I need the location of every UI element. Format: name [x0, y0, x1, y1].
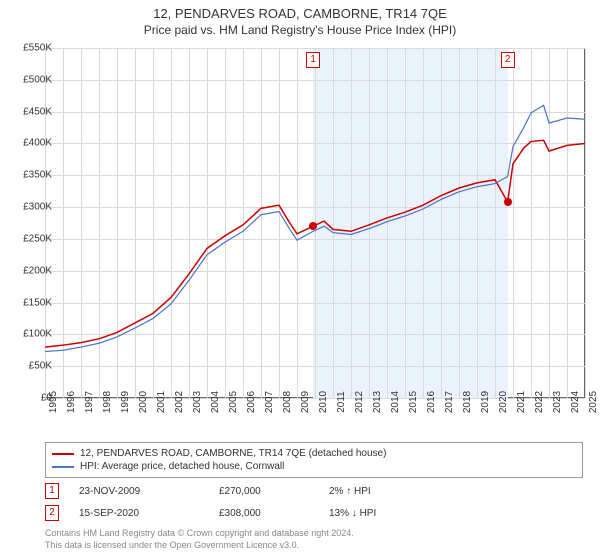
sales-table: 1 23-NOV-2009 £270,000 2% ↑ HPI 2 15-SEP…	[45, 480, 583, 524]
y-tick-label: £200K	[10, 265, 52, 276]
legend-item: HPI: Average price, detached house, Corn…	[52, 460, 576, 473]
y-tick-label: £400K	[10, 138, 52, 149]
footer-line: Contains HM Land Registry data © Crown c…	[45, 528, 354, 540]
sale-dot	[309, 222, 317, 230]
x-tick-label: 2005	[228, 391, 239, 413]
x-tick-label: 2025	[588, 391, 599, 413]
sale-date: 15-SEP-2020	[79, 508, 219, 519]
page-subtitle: Price paid vs. HM Land Registry's House …	[0, 21, 600, 37]
x-tick-label: 2008	[282, 391, 293, 413]
x-tick-label: 2023	[552, 391, 563, 413]
sale-price: £308,000	[219, 508, 329, 519]
y-tick-label: £100K	[10, 329, 52, 340]
x-tick-label: 2015	[408, 391, 419, 413]
x-tick-label: 2001	[156, 391, 167, 413]
page-title: 12, PENDARVES ROAD, CAMBORNE, TR14 7QE	[0, 0, 600, 21]
sale-pct: 13% ↓ HPI	[329, 508, 449, 519]
sale-date: 23-NOV-2009	[79, 486, 219, 497]
sale-dot	[504, 198, 512, 206]
x-tick-label: 2003	[192, 391, 203, 413]
x-tick-label: 2012	[354, 391, 365, 413]
x-tick-label: 2011	[336, 391, 347, 413]
chart-container: 12, PENDARVES ROAD, CAMBORNE, TR14 7QE P…	[0, 0, 600, 560]
x-tick-label: 2006	[246, 391, 257, 413]
x-tick-label: 2002	[174, 391, 185, 413]
legend-swatch	[52, 466, 74, 468]
x-tick-label: 2024	[570, 391, 581, 413]
y-tick-label: £450K	[10, 106, 52, 117]
x-tick-label: 2022	[534, 391, 545, 413]
sale-marker-icon: 1	[45, 483, 59, 499]
legend-swatch	[52, 453, 74, 455]
x-tick-label: 2013	[372, 391, 383, 413]
x-tick-label: 2017	[444, 391, 455, 413]
y-tick-label: £50K	[10, 361, 52, 372]
sale-marker-icon: 2	[45, 505, 59, 521]
x-tick-label: 2004	[210, 391, 221, 413]
legend-label: HPI: Average price, detached house, Corn…	[80, 461, 284, 472]
x-tick-label: 2019	[480, 391, 491, 413]
legend-label: 12, PENDARVES ROAD, CAMBORNE, TR14 7QE (…	[80, 448, 386, 459]
x-tick-label: 2010	[318, 391, 329, 413]
x-tick-label: 2020	[498, 391, 509, 413]
x-tick-label: 2007	[264, 391, 275, 413]
y-tick-label: £300K	[10, 202, 52, 213]
y-tick-label: £150K	[10, 297, 52, 308]
sale-pct: 2% ↑ HPI	[329, 486, 449, 497]
footer-line: This data is licensed under the Open Gov…	[45, 540, 354, 552]
legend: 12, PENDARVES ROAD, CAMBORNE, TR14 7QE (…	[45, 442, 583, 478]
x-tick-label: 2016	[426, 391, 437, 413]
sale-marker-flag: 2	[501, 52, 515, 68]
x-tick-label: 1995	[48, 391, 59, 413]
y-tick-label: £550K	[10, 43, 52, 54]
sale-price: £270,000	[219, 486, 329, 497]
x-tick-label: 2014	[390, 391, 401, 413]
x-tick-label: 1996	[66, 391, 77, 413]
chart-area: 12	[45, 48, 585, 398]
y-tick-label: £500K	[10, 74, 52, 85]
x-tick-label: 2021	[516, 391, 527, 413]
x-tick-label: 1997	[84, 391, 95, 413]
table-row: 1 23-NOV-2009 £270,000 2% ↑ HPI	[45, 480, 583, 502]
x-tick-label: 1998	[102, 391, 113, 413]
x-tick-label: 1999	[120, 391, 131, 413]
footer: Contains HM Land Registry data © Crown c…	[45, 528, 354, 551]
x-tick-label: 2000	[138, 391, 149, 413]
table-row: 2 15-SEP-2020 £308,000 13% ↓ HPI	[45, 502, 583, 524]
x-tick-label: 2018	[462, 391, 473, 413]
series-property	[45, 140, 585, 347]
y-tick-label: £250K	[10, 233, 52, 244]
x-tick-label: 2009	[300, 391, 311, 413]
y-tick-label: £350K	[10, 170, 52, 181]
sale-marker-flag: 1	[306, 52, 320, 68]
legend-item: 12, PENDARVES ROAD, CAMBORNE, TR14 7QE (…	[52, 447, 576, 460]
y-tick-label: £0	[10, 393, 52, 404]
